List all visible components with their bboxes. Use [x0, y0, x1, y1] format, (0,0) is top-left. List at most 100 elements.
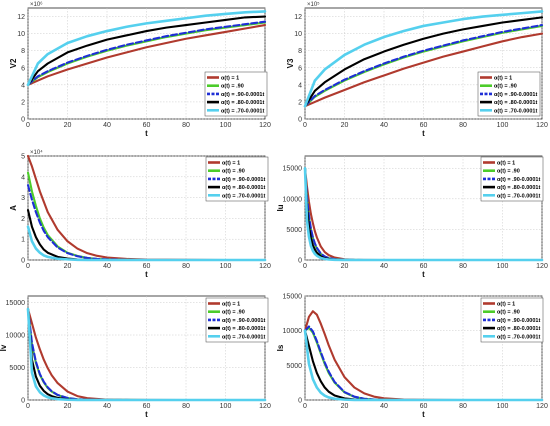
- legend-box: [205, 156, 269, 202]
- y-tick-label: 15000: [283, 166, 303, 173]
- series-line-5: [26, 225, 267, 262]
- y-axis-label: Is: [276, 344, 285, 351]
- legend-entry: α(t) = .70-0.0001t: [497, 334, 540, 340]
- subplot-is: 0 20 40 60 80 100 120 0 5000 10000 15000 t Is α(t) = …: [276, 294, 548, 420]
- x-tick-label: 40: [380, 122, 388, 129]
- y-tick-label: 4: [298, 82, 302, 89]
- y-tick-label: 1: [21, 237, 25, 244]
- y-tick-label: 10000: [283, 328, 303, 335]
- legend: α(t) = 1 α(t) = .90 α(t) = .90-0.0001t α(t)…: [480, 297, 544, 343]
- legend-entry: α(t) = .70-0.0001t: [494, 108, 537, 114]
- x-tick-label: 20: [64, 263, 72, 270]
- legend-entry: α(t) = .90: [222, 310, 245, 316]
- legend-entry: α(t) = .90: [221, 84, 244, 90]
- y-tick-label: 10: [17, 31, 25, 38]
- legend-box: [204, 71, 268, 117]
- x-tick-label: 80: [182, 122, 190, 129]
- x-tick-label: 40: [380, 263, 388, 270]
- x-tick-label: 20: [64, 122, 72, 129]
- y-tick-label: 4: [21, 82, 25, 89]
- y-tick-label: 15000: [283, 294, 303, 301]
- legend-entry: α(t) = 1: [494, 76, 512, 82]
- x-tick-label: 120: [536, 263, 548, 270]
- y-tick-label: 12: [294, 14, 302, 21]
- x-tick-label: 120: [259, 263, 271, 270]
- x-axis-label: t: [422, 410, 425, 419]
- legend-entry: α(t) = .80-0.0001t: [497, 185, 540, 191]
- x-tick-label: 40: [103, 403, 111, 410]
- series-line-4: [26, 15, 267, 86]
- x-tick-label: 40: [103, 263, 111, 270]
- series-line-5: [26, 307, 267, 402]
- legend-entry: α(t) = 1: [222, 161, 240, 167]
- y-tick-label: 3: [21, 195, 25, 202]
- x-tick-label: 0: [26, 122, 30, 129]
- x-tick-label: 20: [341, 263, 349, 270]
- x-tick-label: 20: [64, 403, 72, 410]
- series-line-3: [26, 20, 267, 86]
- legend-entry: α(t) = 1: [222, 302, 240, 308]
- legend-entry: α(t) = 1: [497, 161, 515, 167]
- y-axis-label: V3: [286, 58, 295, 68]
- y-tick-label: 0: [298, 117, 302, 124]
- y-tick-label: 6: [298, 65, 302, 72]
- y-tick-label: 6: [21, 65, 25, 72]
- legend-entry: α(t) = .70-0.0001t: [222, 334, 265, 340]
- y-tick-label: 10000: [283, 196, 303, 203]
- x-tick-label: 120: [259, 403, 271, 410]
- y-tick-label: 2: [298, 99, 302, 106]
- axis-exponent: ×10⁴: [30, 149, 43, 156]
- series-line-5: [26, 10, 267, 87]
- y-tick-label: 10: [294, 31, 302, 38]
- y-tick-label: 12: [17, 14, 25, 21]
- x-tick-label: 80: [182, 263, 190, 270]
- legend-entry: α(t) = .90: [222, 169, 245, 175]
- y-tick-label: 2: [21, 99, 25, 106]
- legend-entry: α(t) = .90-0.0001t: [222, 177, 265, 183]
- x-tick-label: 60: [420, 122, 428, 129]
- x-tick-label: 100: [220, 263, 232, 270]
- y-tick-label: 15000: [6, 300, 26, 307]
- x-tick-label: 60: [420, 403, 428, 410]
- y-axis-label: Iv: [0, 344, 8, 351]
- x-tick-label: 0: [26, 403, 30, 410]
- series-line-1: [26, 24, 267, 86]
- axis-exponent: ×10⁶: [30, 1, 43, 8]
- y-tick-label: 5000: [9, 365, 25, 372]
- legend-entry: α(t) = .70-0.0001t: [497, 193, 540, 199]
- x-tick-label: 0: [26, 263, 30, 270]
- series-line-1: [303, 32, 544, 108]
- x-tick-label: 100: [497, 403, 509, 410]
- legend-box: [205, 297, 269, 343]
- y-tick-label: 8: [298, 48, 302, 55]
- x-tick-label: 60: [143, 263, 151, 270]
- legend-entry: α(t) = .70-0.0001t: [222, 193, 265, 199]
- x-tick-label: 20: [341, 122, 349, 129]
- x-tick-label: 120: [536, 403, 548, 410]
- legend-box: [480, 297, 544, 343]
- x-tick-label: 80: [459, 263, 467, 270]
- series-line-3: [303, 24, 544, 108]
- legend-entry: α(t) = .90-0.0001t: [497, 318, 540, 324]
- legend-entry: α(t) = .90-0.0001t: [222, 318, 265, 324]
- series-line-4: [303, 16, 544, 108]
- y-axis-label: V2: [9, 58, 18, 68]
- y-tick-label: 0: [298, 398, 302, 405]
- legend: α(t) = 1 α(t) = .90 α(t) = .90-0.0001t α(t)…: [480, 156, 544, 202]
- axis-exponent: ×10⁵: [307, 1, 320, 8]
- y-tick-label: 5000: [286, 363, 302, 370]
- x-tick-label: 0: [303, 403, 307, 410]
- legend: α(t) = 1 α(t) = .90 α(t) = .90-0.0001t α(t)…: [204, 71, 268, 117]
- y-tick-label: 0: [21, 398, 25, 405]
- x-tick-label: 20: [341, 403, 349, 410]
- x-axis-label: t: [145, 410, 148, 419]
- legend-entry: α(t) = .90-0.0001t: [497, 177, 540, 183]
- x-tick-label: 0: [303, 263, 307, 270]
- x-tick-label: 80: [459, 122, 467, 129]
- y-tick-label: 10000: [6, 333, 26, 340]
- x-tick-label: 60: [420, 263, 428, 270]
- legend-entry: α(t) = .90-0.0001t: [494, 92, 537, 98]
